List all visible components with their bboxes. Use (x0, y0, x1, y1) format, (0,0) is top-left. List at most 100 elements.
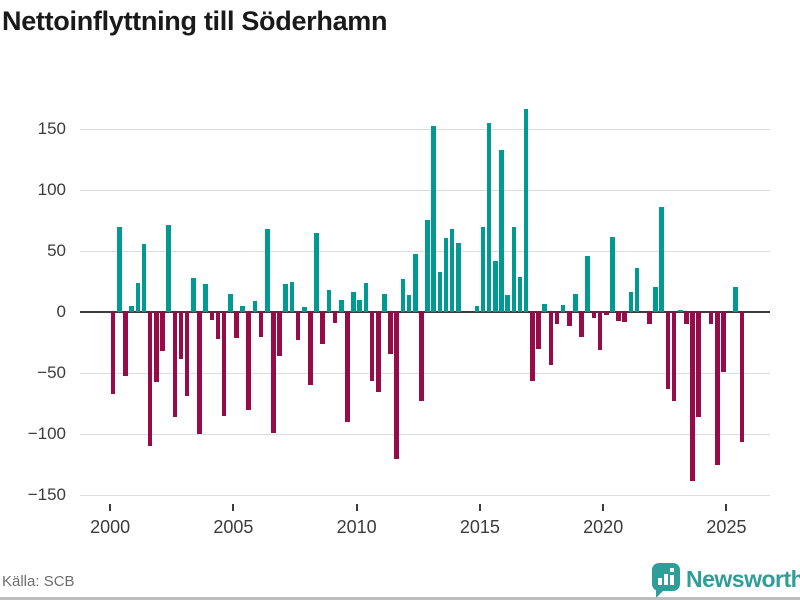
bar-negative (684, 312, 689, 325)
bar-negative (154, 312, 159, 382)
x-axis-label: 2005 (213, 517, 254, 537)
bar-negative (320, 312, 326, 344)
bar-positive (191, 278, 196, 313)
bar-negative (172, 312, 178, 418)
gridline (80, 434, 770, 436)
bar-positive (240, 306, 245, 313)
bar-negative (246, 312, 252, 410)
bar-negative (419, 312, 424, 402)
bar-positive (523, 108, 529, 313)
bar-chart-icon (658, 578, 662, 585)
badge-tail (656, 589, 665, 598)
bar-negative (147, 312, 153, 447)
bar-negative (295, 312, 301, 341)
bar-negative (369, 312, 375, 381)
gridline (80, 190, 770, 192)
bar-negative (597, 312, 603, 351)
bar-chart-icon (664, 574, 668, 585)
bar-negative (696, 312, 702, 418)
bar-positive (677, 309, 683, 313)
bar-positive (443, 237, 449, 313)
bar-negative (178, 312, 184, 359)
bar-negative (308, 312, 313, 386)
bar-positive (480, 226, 486, 313)
bar-negative (234, 312, 239, 338)
bar-positive (252, 301, 258, 313)
bar-positive (449, 229, 455, 313)
bar-negative (375, 312, 381, 392)
bar-negative (671, 312, 677, 402)
y-axis-label: −100 (27, 424, 66, 444)
x-axis-label: 2015 (459, 517, 500, 537)
bar-positive (511, 226, 517, 313)
bar-positive (314, 233, 319, 313)
x-tick-mark (232, 504, 235, 511)
bar-positive (493, 261, 498, 313)
bar-positive (117, 226, 122, 313)
gridline (80, 373, 770, 375)
bar-negative (708, 312, 714, 325)
bar-positive (203, 284, 208, 313)
bar-positive (456, 242, 461, 313)
bar-negative (647, 312, 652, 325)
bar-negative (271, 312, 276, 433)
x-tick-mark (109, 504, 112, 511)
bar-positive (135, 283, 141, 313)
brand-name: Newsworthy (686, 566, 800, 592)
x-tick-mark (602, 504, 605, 511)
bar-positive (499, 150, 504, 313)
bar-negative (197, 312, 202, 435)
x-axis-label: 2020 (583, 517, 624, 537)
bar-positive (141, 244, 147, 313)
bar-positive (634, 268, 640, 313)
bar-positive (474, 306, 480, 313)
bar-positive (542, 303, 547, 313)
x-tick-mark (478, 504, 481, 511)
bar-negative (566, 312, 572, 326)
bar-positive (166, 224, 171, 313)
bar-negative (388, 312, 393, 354)
bar-positive (406, 295, 412, 313)
bar-negative (123, 312, 128, 376)
bar-negative (277, 312, 282, 357)
bar-negative (184, 312, 190, 397)
bar-positive (431, 125, 436, 313)
bar-negative (739, 312, 745, 442)
bar-positive (382, 294, 387, 313)
bar-positive (412, 253, 418, 313)
bar-positive (363, 283, 369, 313)
y-axis-label: −50 (37, 363, 66, 383)
bar-positive (400, 279, 406, 313)
bar-negative (209, 312, 215, 320)
chart-title: Nettoinflyttning till Söderhamn (2, 6, 388, 36)
bar-positive (351, 291, 356, 313)
bar-negative (536, 312, 541, 349)
bar-negative (345, 312, 350, 423)
bar-negative (622, 312, 628, 323)
bar-positive (437, 272, 443, 313)
bar-positive (129, 306, 134, 313)
bar-positive (228, 294, 233, 313)
bar-negative (548, 312, 554, 365)
bar-positive (653, 286, 658, 313)
bar-negative (554, 312, 560, 325)
bar-positive (517, 276, 523, 313)
exclamation-dot-icon (670, 568, 674, 572)
bar-negative (579, 312, 584, 337)
source-label: Källa: SCB (2, 573, 75, 590)
bar-chart-icon (670, 575, 674, 585)
y-axis-label: 150 (37, 119, 66, 139)
bar-negative (530, 312, 535, 381)
bar-positive (301, 307, 307, 313)
bar-positive (338, 300, 344, 313)
bar-negative (591, 312, 597, 319)
bar-positive (659, 207, 665, 313)
bar-positive (585, 256, 591, 313)
bar-negative (221, 312, 227, 416)
bar-negative (215, 312, 221, 340)
newsworthy-badge-icon (652, 563, 680, 591)
bottom-border (0, 597, 800, 600)
bar-positive (357, 300, 363, 313)
bar-negative (690, 312, 695, 481)
